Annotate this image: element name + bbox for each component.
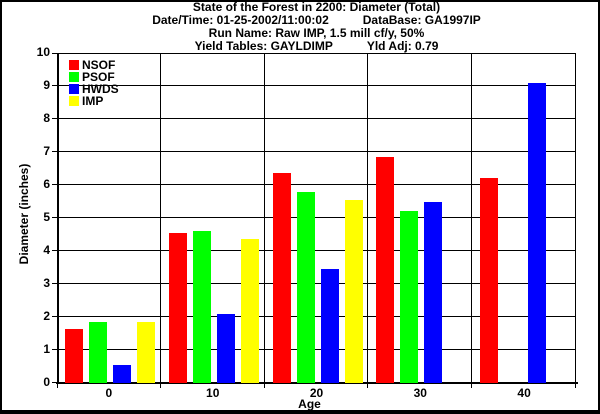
x-tick-label: 30 [413, 386, 427, 400]
y-axis-tick [52, 53, 57, 54]
header-row-yield: Yield Tables: GAYLDIMP Yld Adj: 0.79 [57, 40, 576, 53]
bar-hwds-age-10 [216, 313, 235, 383]
database-label: DataBase: GA1997IP [362, 13, 481, 27]
legend-item-psof: PSOF [69, 71, 119, 83]
gridline-horizontal [57, 250, 576, 251]
legend-swatch-hwds [69, 84, 79, 94]
y-tick-label: 7 [43, 144, 50, 158]
datetime-label: Date/Time: 01-25-2002/11:00:02 [152, 13, 329, 27]
gridline-vertical [575, 53, 576, 383]
legend-label-hwds: HWDS [82, 82, 119, 96]
bar-hwds-age-0 [113, 364, 131, 383]
bar-nsof-age-0 [65, 328, 83, 383]
plot-area: NSOF PSOF HWDS IMP [52, 53, 578, 388]
y-axis-tick [52, 316, 57, 317]
gridline-horizontal [57, 151, 576, 152]
y-axis-tick [52, 151, 57, 152]
legend-item-imp: IMP [69, 95, 119, 107]
y-tick-label: 6 [43, 177, 50, 191]
yield-adjustment-label: Yld Adj: 0.79 [366, 39, 439, 53]
gridline-vertical [471, 53, 473, 383]
y-tick-label: 4 [43, 243, 50, 257]
legend-swatch-imp [69, 96, 79, 106]
gridline-vertical [263, 53, 265, 383]
y-axis-tick [52, 382, 57, 383]
y-axis-tick [52, 217, 57, 218]
x-axis-line [56, 382, 578, 384]
bar-hwds-age-30 [424, 201, 443, 383]
legend-swatch-nsof [69, 60, 79, 70]
y-tick-label: 10 [36, 45, 50, 59]
y-axis-tick [52, 349, 57, 350]
x-tick-label: 0 [105, 386, 113, 400]
y-tick-label: 3 [43, 276, 50, 290]
bar-imp-age-0 [137, 321, 155, 383]
gridline-vertical [367, 53, 369, 383]
x-tick-label: 10 [206, 386, 220, 400]
y-tick-label: 1 [43, 342, 50, 356]
gridline-horizontal [57, 118, 576, 119]
x-tick-label: 20 [309, 386, 324, 400]
legend-label-psof: PSOF [82, 70, 115, 84]
y-axis-tick [52, 283, 57, 284]
legend-item-hwds: HWDS [69, 83, 119, 95]
gridline-horizontal [57, 316, 576, 317]
run-name-label: Run Name: Raw IMP, 1.5 mill cf/y, 50% [208, 26, 425, 40]
bar-hwds-age-40 [528, 82, 547, 383]
bar-imp-age-10 [240, 239, 259, 383]
x-axis-tick [159, 383, 161, 388]
y-axis-tick [52, 184, 57, 185]
bar-psof-age-0 [89, 321, 107, 383]
bar-nsof-age-40 [480, 178, 499, 383]
y-axis-tick [52, 85, 57, 86]
x-axis-tick [471, 383, 473, 388]
y-axis-line [57, 53, 59, 383]
y-tick-label: 8 [43, 111, 50, 125]
yield-tables-label: Yield Tables: GAYLDIMP [194, 39, 333, 53]
legend-label-imp: IMP [82, 94, 104, 108]
bar-psof-age-20 [296, 191, 315, 383]
gridline-horizontal [57, 217, 576, 218]
y-tick-label: 9 [43, 78, 50, 92]
gridline-horizontal [57, 184, 576, 185]
gridline-horizontal [57, 283, 576, 284]
header-row-datetime-database: Date/Time: 01-25-2002/11:00:02 DataBase:… [57, 14, 576, 27]
x-axis-tick [367, 383, 369, 388]
y-tick-label: 2 [43, 309, 50, 323]
bar-nsof-age-30 [376, 156, 395, 383]
gridline-horizontal [57, 85, 576, 86]
gridline-horizontal [57, 349, 576, 350]
legend-swatch-psof [69, 72, 79, 82]
legend-item-nsof: NSOF [69, 59, 119, 71]
x-tick-label: 40 [517, 386, 531, 400]
bar-psof-age-10 [192, 231, 211, 383]
bar-nsof-age-20 [272, 173, 291, 383]
gridline-vertical [159, 53, 161, 383]
legend: NSOF PSOF HWDS IMP [69, 59, 119, 107]
y-tick-label: 0 [43, 375, 50, 389]
y-axis-tick [52, 118, 57, 119]
x-axis-tick [57, 383, 58, 388]
bar-hwds-age-20 [320, 269, 339, 383]
x-axis-title: Age [298, 397, 321, 411]
bar-nsof-age-10 [168, 232, 187, 383]
chart-header: State of the Forest in 2200: Diameter (T… [57, 1, 576, 53]
bar-psof-age-30 [400, 211, 419, 383]
chart-title: State of the Forest in 2200: Diameter (T… [192, 0, 441, 14]
bar-imp-age-20 [344, 199, 363, 383]
x-axis-tick [263, 383, 265, 388]
y-tick-label: 5 [43, 210, 50, 224]
legend-label-nsof: NSOF [82, 58, 116, 72]
x-axis-tick [575, 383, 576, 388]
y-axis-tick [52, 250, 57, 251]
gridline-horizontal [57, 53, 576, 54]
